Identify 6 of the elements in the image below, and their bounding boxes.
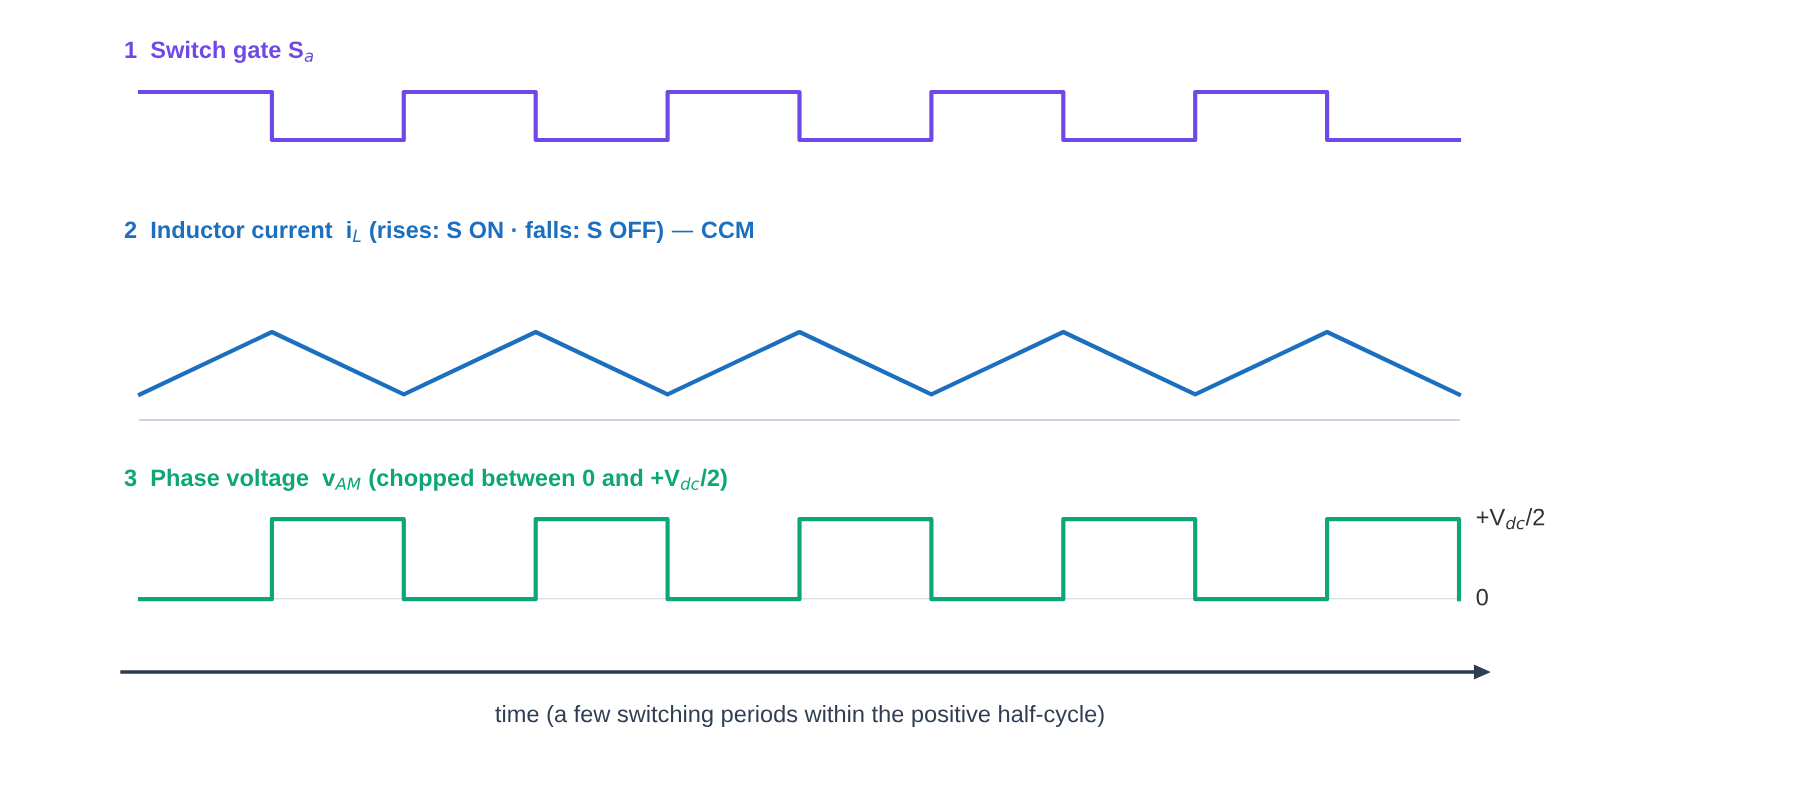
chart-title: 2 Inductor current i$_{L}$ (rises: S ON · falls: S OFF) — CCM: [124, 220, 754, 243]
text: +V$_{dc}$/2: [1476, 508, 1545, 530]
chart-title: 1 Switch gate S$_{a}$: [125, 40, 314, 63]
x-axis-title: time (a few switching periods within the positive half-cycle): [495, 704, 1104, 728]
chart-title: 3 Phase voltage v$_{AM}$ (chopped between 0 and +V$_{dc}$/2): [124, 468, 727, 491]
ref-line-label: 0: [1476, 588, 1488, 606]
